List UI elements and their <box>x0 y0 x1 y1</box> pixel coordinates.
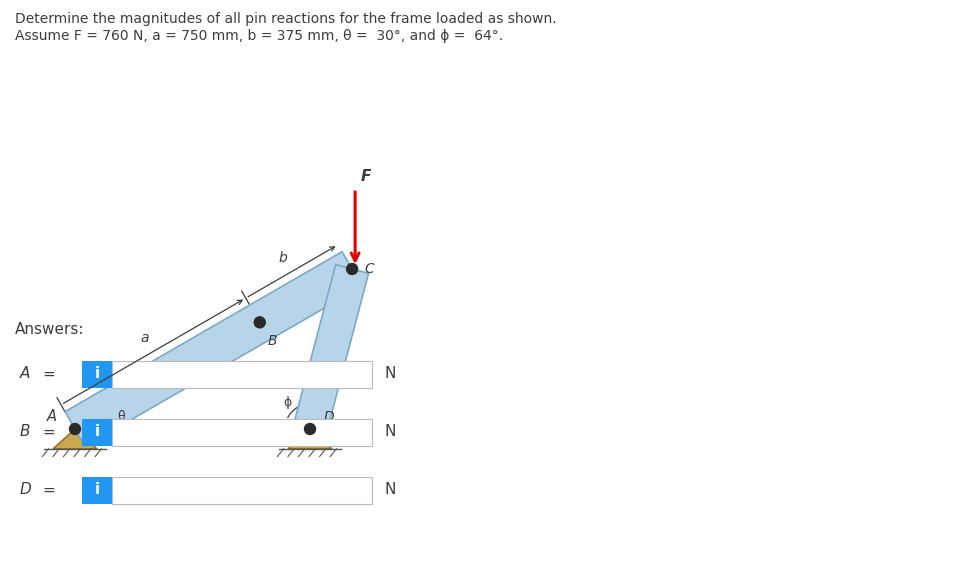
Text: ϕ: ϕ <box>284 396 292 409</box>
Polygon shape <box>293 265 369 433</box>
Text: b: b <box>279 252 287 265</box>
Bar <box>82 360 112 388</box>
Text: C: C <box>364 262 374 276</box>
Circle shape <box>347 263 357 274</box>
Text: =: = <box>42 425 54 440</box>
Circle shape <box>70 423 81 434</box>
Text: i: i <box>94 367 100 381</box>
Text: A: A <box>20 367 30 381</box>
Bar <box>112 360 372 388</box>
Text: Assume F = 760 N, a = 750 mm, b = 375 mm, θ =  30°, and ϕ =  64°.: Assume F = 760 N, a = 750 mm, b = 375 mm… <box>15 29 503 43</box>
Bar <box>82 419 112 446</box>
Text: A: A <box>47 409 57 424</box>
Polygon shape <box>65 252 362 446</box>
Text: D: D <box>324 410 335 424</box>
Text: F: F <box>361 169 372 184</box>
Circle shape <box>254 317 265 328</box>
Text: i: i <box>94 482 100 498</box>
Polygon shape <box>53 429 97 449</box>
Text: N: N <box>384 367 395 381</box>
Bar <box>112 419 372 446</box>
Text: D: D <box>20 482 32 498</box>
Text: =: = <box>42 367 54 381</box>
Bar <box>112 477 372 503</box>
Circle shape <box>305 423 316 434</box>
Bar <box>82 477 112 503</box>
Text: B: B <box>20 425 30 440</box>
Text: a: a <box>140 332 149 345</box>
Text: N: N <box>384 425 395 440</box>
Text: Answers:: Answers: <box>15 322 84 337</box>
Text: i: i <box>94 425 100 440</box>
Polygon shape <box>288 429 332 449</box>
Text: =: = <box>42 482 54 498</box>
Text: B: B <box>268 334 278 348</box>
Text: N: N <box>384 482 395 498</box>
Text: Determine the magnitudes of all pin reactions for the frame loaded as shown.: Determine the magnitudes of all pin reac… <box>15 12 556 26</box>
Text: θ: θ <box>117 410 124 423</box>
